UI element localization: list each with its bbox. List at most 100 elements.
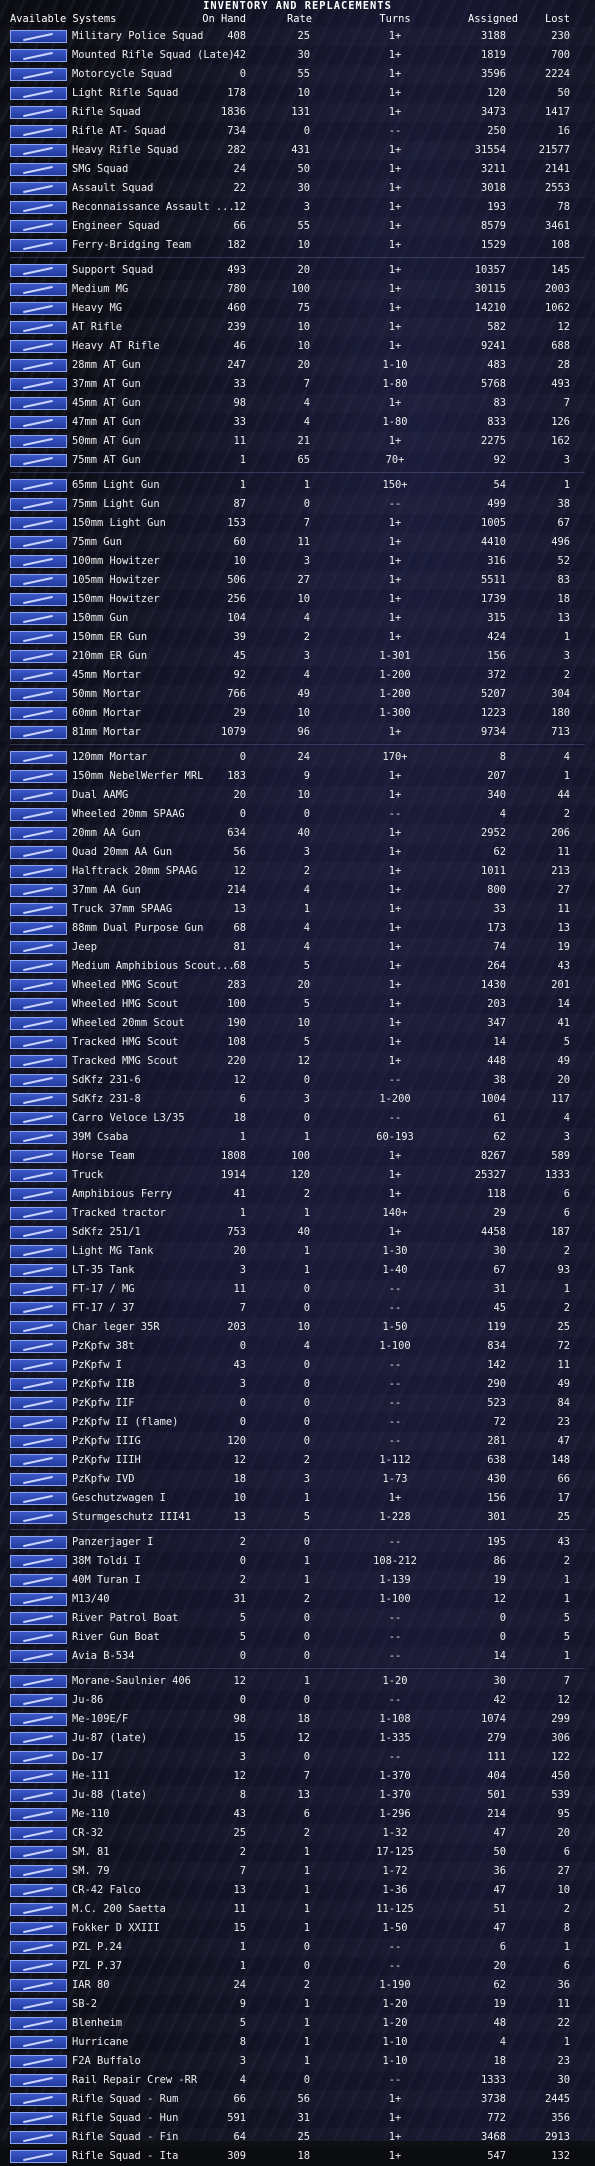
unit-icon[interactable]: [10, 1112, 67, 1125]
unit-icon[interactable]: [10, 1074, 67, 1087]
unit-icon[interactable]: [10, 1694, 67, 1707]
inventory-row[interactable]: Medium Amphibious Scout... 68 5 1+ 264 43: [0, 957, 595, 976]
unit-icon[interactable]: [10, 1612, 67, 1625]
unit-icon[interactable]: [10, 220, 67, 233]
inventory-row[interactable]: Heavy Rifle Squad 282 431 1+ 31554 21577: [0, 141, 595, 160]
unit-icon[interactable]: [10, 1979, 67, 1992]
inventory-row[interactable]: Me-110 43 6 1-296 214 95: [0, 1805, 595, 1824]
unit-icon[interactable]: [10, 87, 67, 100]
inventory-row[interactable]: SdKfz 231-8 6 3 1-200 1004 117: [0, 1090, 595, 1109]
inventory-row[interactable]: Rifle Squad 1836 131 1+ 3473 1417: [0, 103, 595, 122]
unit-icon[interactable]: [10, 1226, 67, 1239]
unit-icon[interactable]: [10, 1302, 67, 1315]
inventory-row[interactable]: Dual AAMG 20 10 1+ 340 44: [0, 786, 595, 805]
inventory-row[interactable]: Ju-86 0 0 -- 42 12: [0, 1691, 595, 1710]
unit-icon[interactable]: [10, 1650, 67, 1663]
inventory-row[interactable]: M.C. 200 Saetta 11 1 11-125 51 2: [0, 1900, 595, 1919]
unit-icon[interactable]: [10, 479, 67, 492]
inventory-row[interactable]: Rail Repair Crew -RR 4 0 -- 1333 30: [0, 2071, 595, 2090]
unit-icon[interactable]: [10, 2093, 67, 2106]
unit-icon[interactable]: [10, 435, 67, 448]
header-lost[interactable]: Lost: [544, 13, 570, 25]
unit-icon[interactable]: [10, 1017, 67, 1030]
inventory-row[interactable]: Assault Squad 22 30 1+ 3018 2553: [0, 179, 595, 198]
unit-icon[interactable]: [10, 359, 67, 372]
unit-icon[interactable]: [10, 1492, 67, 1505]
inventory-row[interactable]: M13/40 31 2 1-100 12 1: [0, 1590, 595, 1609]
inventory-row[interactable]: 37mm AT Gun 33 7 1-80 5768 493: [0, 375, 595, 394]
inventory-row[interactable]: Tracked MMG Scout 220 12 1+ 448 49: [0, 1052, 595, 1071]
inventory-row[interactable]: PzKpfw IIF 0 0 -- 523 84: [0, 1394, 595, 1413]
inventory-row[interactable]: Truck 37mm SPAAG 13 1 1+ 33 11: [0, 900, 595, 919]
unit-icon[interactable]: [10, 884, 67, 897]
inventory-row[interactable]: Carro Veloce L3/35 18 0 -- 61 4: [0, 1109, 595, 1128]
inventory-row[interactable]: AT Rifle 239 10 1+ 582 12: [0, 318, 595, 337]
unit-icon[interactable]: [10, 751, 67, 764]
unit-icon[interactable]: [10, 1536, 67, 1549]
inventory-row[interactable]: SM. 81 2 1 17-125 50 6: [0, 1843, 595, 1862]
unit-icon[interactable]: [10, 903, 67, 916]
inventory-row[interactable]: Quad 20mm AA Gun 56 3 1+ 62 11: [0, 843, 595, 862]
unit-icon[interactable]: [10, 593, 67, 606]
unit-icon[interactable]: [10, 1631, 67, 1644]
inventory-row[interactable]: 60mm Mortar 29 10 1-300 1223 180: [0, 704, 595, 723]
inventory-row[interactable]: 38M Toldi I 0 1 108-212 86 2: [0, 1552, 595, 1571]
inventory-row[interactable]: Sturmgeschutz III41 13 5 1-228 301 25: [0, 1508, 595, 1527]
unit-icon[interactable]: [10, 264, 67, 277]
unit-icon[interactable]: [10, 1751, 67, 1764]
unit-icon[interactable]: [10, 517, 67, 530]
inventory-row[interactable]: 39M Csaba 1 1 60-193 62 3: [0, 1128, 595, 1147]
unit-icon[interactable]: [10, 1416, 67, 1429]
unit-icon[interactable]: [10, 1789, 67, 1802]
unit-icon[interactable]: [10, 1397, 67, 1410]
unit-icon[interactable]: [10, 827, 67, 840]
unit-icon[interactable]: [10, 922, 67, 935]
inventory-row[interactable]: 150mm ER Gun 39 2 1+ 424 1: [0, 628, 595, 647]
inventory-row[interactable]: 40M Turan I 2 1 1-139 19 1: [0, 1571, 595, 1590]
unit-icon[interactable]: [10, 1574, 67, 1587]
unit-icon[interactable]: [10, 1055, 67, 1068]
unit-icon[interactable]: [10, 1998, 67, 2011]
inventory-row[interactable]: Hurricane 8 1 1-10 4 1: [0, 2033, 595, 2052]
inventory-row[interactable]: River Patrol Boat 5 0 -- 0 5: [0, 1609, 595, 1628]
inventory-row[interactable]: Halftrack 20mm SPAAG 12 2 1+ 1011 213: [0, 862, 595, 881]
unit-icon[interactable]: [10, 1454, 67, 1467]
unit-icon[interactable]: [10, 1283, 67, 1296]
inventory-row[interactable]: SM. 79 7 1 1-72 36 27: [0, 1862, 595, 1881]
unit-icon[interactable]: [10, 1131, 67, 1144]
inventory-row[interactable]: SdKfz 231-6 12 0 -- 38 20: [0, 1071, 595, 1090]
unit-icon[interactable]: [10, 1150, 67, 1163]
inventory-row[interactable]: PzKpfw IIB 3 0 -- 290 49: [0, 1375, 595, 1394]
inventory-row[interactable]: Ferry-Bridging Team 182 10 1+ 1529 108: [0, 236, 595, 255]
unit-icon[interactable]: [10, 340, 67, 353]
inventory-row[interactable]: PzKpfw II (flame) 0 0 -- 72 23: [0, 1413, 595, 1432]
inventory-row[interactable]: Truck 1914 120 1+ 25327 1333: [0, 1166, 595, 1185]
unit-icon[interactable]: [10, 574, 67, 587]
inventory-row[interactable]: Jeep 81 4 1+ 74 19: [0, 938, 595, 957]
unit-icon[interactable]: [10, 1473, 67, 1486]
unit-icon[interactable]: [10, 454, 67, 467]
unit-icon[interactable]: [10, 1036, 67, 1049]
inventory-row[interactable]: 75mm Gun 60 11 1+ 4410 496: [0, 533, 595, 552]
unit-icon[interactable]: [10, 68, 67, 81]
unit-icon[interactable]: [10, 1511, 67, 1524]
unit-icon[interactable]: [10, 1846, 67, 1859]
inventory-row[interactable]: 210mm ER Gun 45 3 1-301 156 3: [0, 647, 595, 666]
unit-icon[interactable]: [10, 2074, 67, 2087]
inventory-row[interactable]: Rifle AT- Squad 734 0 -- 250 16: [0, 122, 595, 141]
unit-icon[interactable]: [10, 789, 67, 802]
inventory-row[interactable]: Ju-88 (late) 8 13 1-370 501 539: [0, 1786, 595, 1805]
unit-icon[interactable]: [10, 163, 67, 176]
unit-icon[interactable]: [10, 125, 67, 138]
inventory-row[interactable]: Wheeled 20mm SPAAG 0 0 -- 4 2: [0, 805, 595, 824]
inventory-row[interactable]: 75mm Light Gun 87 0 -- 499 38: [0, 495, 595, 514]
unit-icon[interactable]: [10, 2017, 67, 2030]
unit-icon[interactable]: [10, 1675, 67, 1688]
inventory-row[interactable]: PzKpfw IIIH 12 2 1-112 638 148: [0, 1451, 595, 1470]
inventory-row[interactable]: Motorcycle Squad 0 55 1+ 3596 2224: [0, 65, 595, 84]
header-onhand[interactable]: On Hand: [202, 13, 246, 25]
inventory-row[interactable]: 105mm Howitzer 506 27 1+ 5511 83: [0, 571, 595, 590]
inventory-row[interactable]: Avia B-534 0 0 -- 14 1: [0, 1647, 595, 1666]
unit-icon[interactable]: [10, 1321, 67, 1334]
inventory-row[interactable]: PzKpfw IIIG 120 0 -- 281 47: [0, 1432, 595, 1451]
